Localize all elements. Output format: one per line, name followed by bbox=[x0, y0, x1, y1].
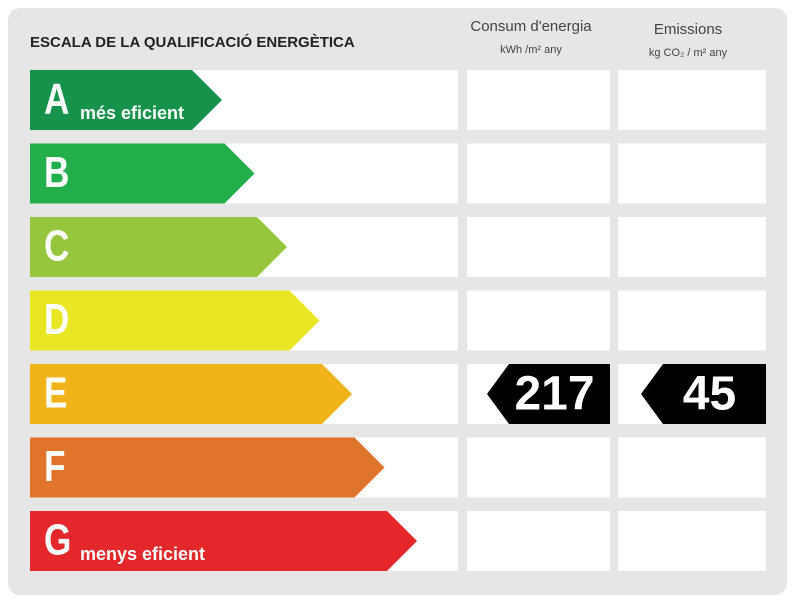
rating-label: més eficient bbox=[80, 103, 184, 123]
rating-letter: D bbox=[44, 295, 69, 344]
emissions-title: Emissions bbox=[654, 21, 722, 38]
emissions-badge bbox=[641, 364, 766, 424]
energy-cell bbox=[467, 143, 610, 204]
energy-unit: kWh /m² any bbox=[500, 44, 562, 56]
title: ESCALA DE LA QUALIFICACIÓ ENERGÈTICA bbox=[30, 33, 355, 51]
rating-arrow bbox=[30, 511, 417, 571]
rating-arrow bbox=[30, 143, 255, 204]
emissions-value: 45 bbox=[683, 368, 736, 421]
rating-arrow bbox=[30, 364, 352, 424]
rating-letter: E bbox=[44, 369, 67, 418]
energy-cell bbox=[467, 511, 610, 571]
energy-cell bbox=[467, 70, 610, 130]
rating-letter: G bbox=[44, 516, 71, 565]
rating-letter: B bbox=[44, 148, 69, 197]
rating-letter: A bbox=[44, 75, 69, 124]
rating-letter: C bbox=[44, 222, 69, 271]
emissions-cell bbox=[618, 437, 766, 498]
energy-badge bbox=[487, 364, 610, 424]
energy-cell bbox=[467, 290, 610, 351]
rating-arrow bbox=[30, 290, 320, 351]
energy-cell bbox=[467, 217, 610, 277]
energy-value: 217 bbox=[514, 368, 594, 421]
energy-cell bbox=[467, 437, 610, 498]
emissions-cell bbox=[618, 70, 766, 130]
rating-arrow bbox=[30, 437, 385, 498]
emissions-cell bbox=[618, 511, 766, 571]
energy-title: Consum d'energia bbox=[470, 18, 592, 35]
rating-label: menys eficient bbox=[80, 544, 205, 564]
rating-arrow bbox=[30, 217, 287, 277]
emissions-cell bbox=[618, 143, 766, 204]
rating-arrow bbox=[30, 70, 222, 130]
emissions-cell bbox=[618, 217, 766, 277]
rating-letter: F bbox=[44, 442, 66, 491]
emissions-cell bbox=[618, 290, 766, 351]
emissions-unit: kg CO₂ / m² any bbox=[649, 47, 728, 59]
